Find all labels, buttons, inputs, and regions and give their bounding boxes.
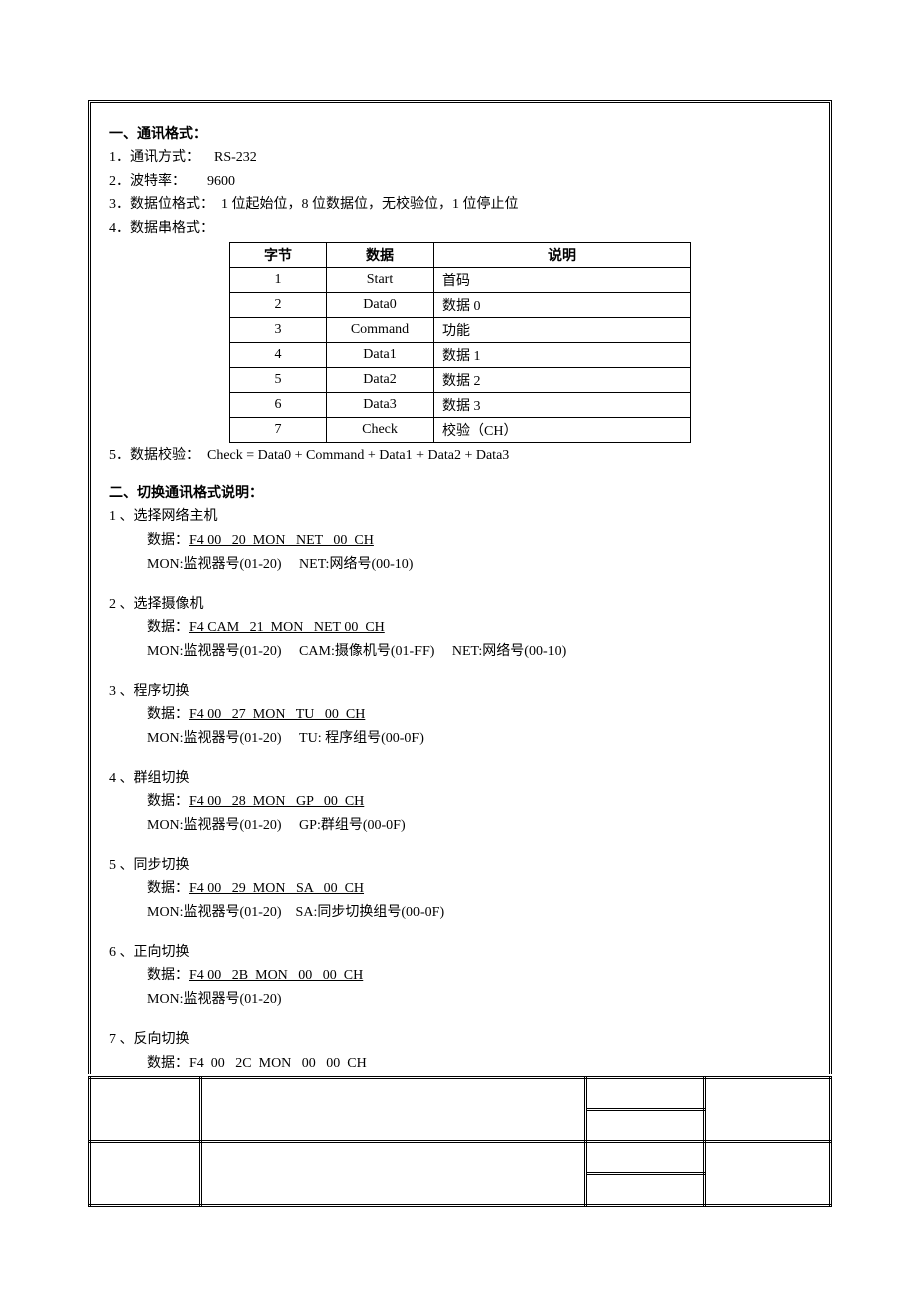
cmd-data: 数据：F4 00 2B MON 00 00 CH — [147, 965, 811, 987]
cmd-note: MON:监视器号(01-20) GP:群组号(00-0F) — [147, 815, 811, 837]
cmd-data: 数据：F4 CAM 21 MON NET 00 CH — [147, 617, 811, 639]
th-data: 数据 — [327, 242, 434, 267]
footer-cell — [201, 1142, 586, 1206]
footer-cell — [586, 1078, 705, 1110]
cmd-data: 数据：F4 00 2C MON 00 00 CH — [147, 1053, 811, 1075]
cmd-note: MON:监视器号(01-20) — [147, 989, 811, 1011]
cmd-name: 5 、同步切换 — [109, 855, 811, 877]
cmd-block: 6 、正向切换 数据：F4 00 2B MON 00 00 CH MON:监视器… — [109, 942, 811, 1011]
cmd-name: 3 、程序切换 — [109, 681, 811, 703]
cmd-block: 2 、选择摄像机 数据：F4 CAM 21 MON NET 00 CH MON:… — [109, 594, 811, 663]
s1-item-1: 1．通讯方式： RS-232 — [109, 147, 811, 169]
s1-item-4: 4．数据串格式： — [109, 218, 811, 240]
table-row: 5Data2数据 2 — [230, 367, 691, 392]
cmd-name: 7 、反向切换 — [109, 1029, 811, 1051]
footer-cell — [90, 1078, 201, 1142]
section1-title: 一、通讯格式： — [109, 123, 811, 143]
cmd-note: MON:监视器号(01-20) NET:网络号(00-10) — [147, 554, 811, 576]
table-row: 6Data3数据 3 — [230, 392, 691, 417]
cmd-note: MON:监视器号(01-20) SA:同步切换组号(00-0F) — [147, 902, 811, 924]
page: 一、通讯格式： 1．通讯方式： RS-232 2．波特率： 9600 3．数据位… — [0, 0, 920, 1302]
footer-cell — [586, 1110, 705, 1142]
cmd-data: 数据：F4 00 20 MON NET 00 CH — [147, 530, 811, 552]
s1-item-3: 3．数据位格式： 1 位起始位，8 位数据位，无校验位，1 位停止位 — [109, 194, 811, 216]
cmd-block: 5 、同步切换 数据：F4 00 29 MON SA 00 CH MON:监视器… — [109, 855, 811, 924]
content-border: 一、通讯格式： 1．通讯方式： RS-232 2．波特率： 9600 3．数据位… — [88, 100, 832, 1074]
s1-item-2: 2．波特率： 9600 — [109, 171, 811, 193]
cmd-note: MON:监视器号(01-20) TU: 程序组号(00-0F) — [147, 728, 811, 750]
cmd-block: 3 、程序切换 数据：F4 00 27 MON TU 00 CH MON:监视器… — [109, 681, 811, 750]
cmd-data: 数据：F4 00 29 MON SA 00 CH — [147, 878, 811, 900]
footer-cell — [201, 1078, 586, 1142]
cmd-note: MON:监视器号(01-20) CAM:摄像机号(01-FF) NET:网络号(… — [147, 641, 811, 663]
cmd-name: 1 、选择网络主机 — [109, 506, 811, 528]
footer-cell — [705, 1078, 831, 1142]
table-row: 2Data0数据 0 — [230, 292, 691, 317]
cmd-data: 数据：F4 00 27 MON TU 00 CH — [147, 704, 811, 726]
table-header-row: 字节 数据 说明 — [230, 242, 691, 267]
cmd-name: 2 、选择摄像机 — [109, 594, 811, 616]
section2-title: 二、切换通讯格式说明： — [109, 482, 811, 502]
footer-row — [90, 1142, 831, 1174]
footer-cell — [586, 1174, 705, 1206]
byte-table: 字节 数据 说明 1Start首码 2Data0数据 0 3Command功能 … — [229, 242, 691, 443]
table-row: 7Check校验（CH） — [230, 417, 691, 442]
cmd-data: 数据：F4 00 28 MON GP 00 CH — [147, 791, 811, 813]
s1-check: 5．数据校验： Check = Data0 + Command + Data1 … — [109, 445, 811, 467]
th-desc: 说明 — [434, 242, 691, 267]
cmd-block: 4 、群组切换 数据：F4 00 28 MON GP 00 CH MON:监视器… — [109, 768, 811, 837]
footer-grid — [88, 1076, 832, 1207]
footer-row — [90, 1078, 831, 1110]
cmd-block: 1 、选择网络主机 数据：F4 00 20 MON NET 00 CH MON:… — [109, 506, 811, 575]
cmd-name: 6 、正向切换 — [109, 942, 811, 964]
cmd-block: 7 、反向切换 数据：F4 00 2C MON 00 00 CH — [109, 1029, 811, 1074]
footer-cell — [90, 1142, 201, 1206]
table-row: 3Command功能 — [230, 317, 691, 342]
cmd-name: 4 、群组切换 — [109, 768, 811, 790]
th-byte: 字节 — [230, 242, 327, 267]
table-row: 1Start首码 — [230, 267, 691, 292]
table-row: 4Data1数据 1 — [230, 342, 691, 367]
footer-cell — [705, 1142, 831, 1206]
footer-cell — [586, 1142, 705, 1174]
